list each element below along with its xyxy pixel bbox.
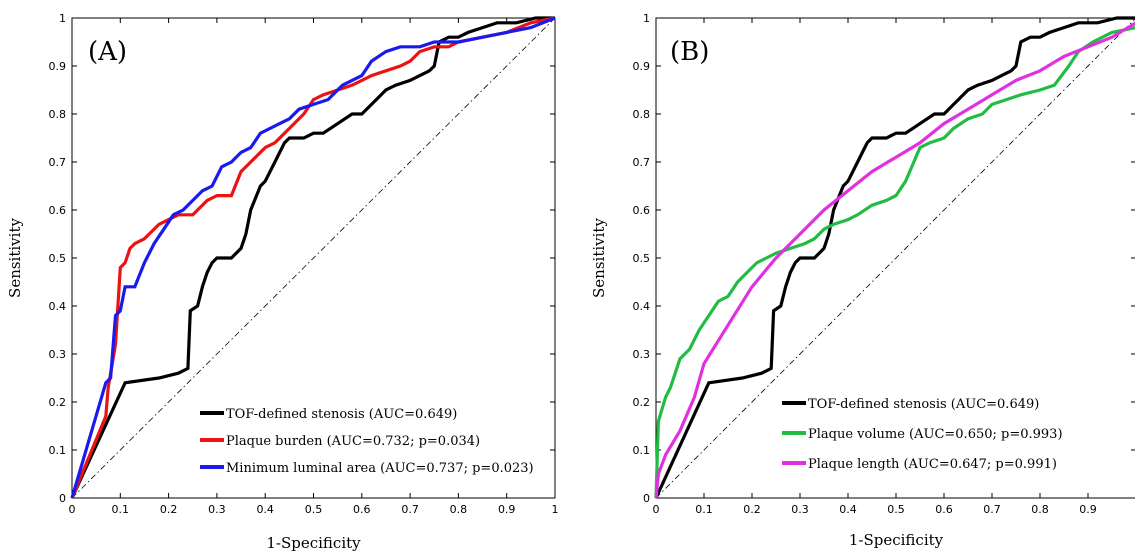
x-tick-label: 0.7: [983, 503, 1001, 516]
series-line-1: [654, 16, 1135, 499]
y-tick-label: 0.1: [633, 444, 651, 457]
x-tick-label: 0.6: [935, 503, 953, 516]
y-tick-label: 0.5: [633, 252, 651, 265]
y-axis-label: Sensitivity: [6, 218, 24, 298]
legend: TOF-defined stenosis (AUC=0.649) Plaque v…: [782, 397, 1063, 472]
y-tick-label: 0.9: [49, 60, 67, 73]
series-line-3: [70, 16, 556, 499]
y-tick-label: 1: [643, 12, 650, 25]
x-axis-label: 1-Specificity: [849, 531, 944, 549]
y-tick-label: 0.7: [49, 156, 67, 169]
y-tick-label: 0.4: [633, 300, 651, 313]
y-tick-label: 0.9: [633, 60, 651, 73]
y-tick-label: 1: [59, 12, 66, 25]
panel-a: 0 0.1 0.2 0.3 0.4 0.5 0.6 0.7 0.8 0.9 1 0 0.1 0.2 0.3 0…: [6, 12, 559, 552]
x-tick-label: 0.9: [498, 503, 516, 516]
y-tick-label: 0.1: [49, 444, 67, 457]
x-tick-label: 0.2: [160, 503, 178, 516]
series-line-2: [70, 16, 556, 499]
y-axis-label: Sensitivity: [590, 218, 608, 298]
x-tick-label: 0.1: [112, 503, 130, 516]
panel-b: 0 0.1 0.2 0.3 0.4 0.5 0.6 0.7 0.8 0.9 0 0.1 0.2 0.3 0.…: [590, 12, 1135, 549]
series-line-1: [70, 16, 555, 499]
y-tick-label: 0.6: [49, 204, 67, 217]
x-tick-label: 0.9: [1079, 503, 1097, 516]
x-tick-label: 0.8: [450, 503, 468, 516]
reference-line: [71, 17, 556, 499]
x-tick-label: 0.3: [791, 503, 809, 516]
legend-label: Plaque volume (AUC=0.650; p=0.993): [808, 427, 1063, 442]
x-axis-label: 1-Specificity: [266, 534, 361, 552]
y-tick-label: 0.3: [633, 348, 651, 361]
y-tick-label: 0.2: [633, 396, 651, 409]
y-tick-label: 0.8: [633, 108, 651, 121]
x-tick-label: 0.3: [208, 503, 226, 516]
legend-label: TOF-defined stenosis (AUC=0.649): [808, 397, 1039, 412]
y-tick-label: 0.4: [49, 300, 67, 313]
x-tick-label: 1: [552, 503, 559, 516]
legend: TOF-defined stenosis (AUC=0.649) Plaque b…: [200, 407, 534, 476]
y-tick-label: 0.8: [49, 108, 67, 121]
x-tick-label: 0.6: [353, 503, 371, 516]
x-tick-label: 0.5: [305, 503, 323, 516]
y-tick-label: 0.2: [49, 396, 67, 409]
x-tick-label: 0: [69, 503, 76, 516]
reference-line: [655, 18, 1135, 499]
x-tick-label: 0.7: [401, 503, 419, 516]
legend-label: Minimum luminal area (AUC=0.737; p=0.023…: [226, 461, 534, 476]
panel-label: (B): [670, 37, 709, 67]
y-tick-label: 0: [59, 492, 66, 505]
series-line-2: [654, 26, 1135, 499]
legend-label: TOF-defined stenosis (AUC=0.649): [226, 407, 457, 422]
x-tick-label: 0: [653, 503, 660, 516]
y-tick-label: 0: [643, 492, 650, 505]
x-tick-label: 0.4: [839, 503, 857, 516]
panel-label: (A): [88, 37, 127, 67]
y-tick-label: 0.3: [49, 348, 67, 361]
x-tick-label: 0.4: [256, 503, 274, 516]
y-tick-label: 0.5: [49, 252, 67, 265]
series-line-3: [654, 21, 1135, 499]
y-tick-label: 0.6: [633, 204, 651, 217]
x-tick-label: 0.5: [887, 503, 905, 516]
legend-label: Plaque length (AUC=0.647; p=0.991): [808, 457, 1057, 472]
x-tick-label: 0.2: [743, 503, 761, 516]
legend-label: Plaque burden (AUC=0.732; p=0.034): [226, 434, 480, 449]
x-tick-label: 0.8: [1031, 503, 1049, 516]
x-tick-label: 0.1: [695, 503, 713, 516]
y-tick-label: 0.7: [633, 156, 651, 169]
